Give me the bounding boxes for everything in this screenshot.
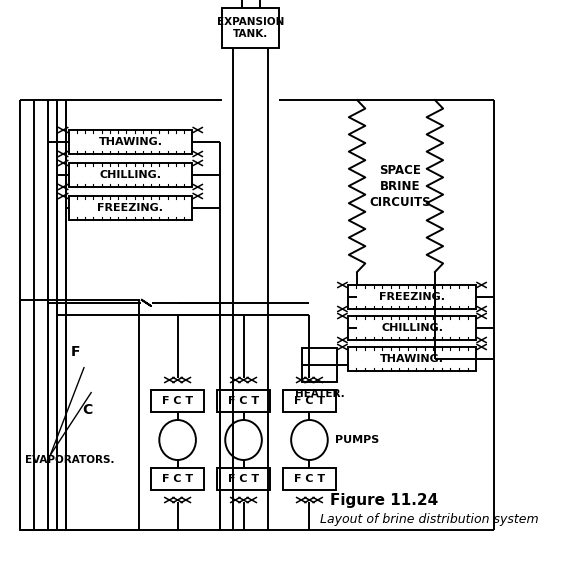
- Text: F C T: F C T: [162, 474, 193, 484]
- Bar: [283, 468, 336, 490]
- Text: F C T: F C T: [162, 396, 193, 406]
- Text: THAWING.: THAWING.: [380, 354, 444, 364]
- Text: FREEZING.: FREEZING.: [379, 292, 445, 302]
- Text: EVAPORATORS.: EVAPORATORS.: [25, 455, 114, 465]
- Circle shape: [63, 384, 111, 436]
- Bar: [348, 316, 476, 340]
- Text: C: C: [82, 403, 92, 417]
- Bar: [217, 390, 270, 412]
- Circle shape: [291, 420, 328, 460]
- Bar: [151, 390, 204, 412]
- Text: SPACE
BRINE
CIRCUITS: SPACE BRINE CIRCUITS: [370, 164, 431, 209]
- Bar: [348, 285, 476, 309]
- Text: FREEZING.: FREEZING.: [97, 203, 164, 213]
- Bar: [302, 348, 337, 382]
- Text: Layout of brine distribution system: Layout of brine distribution system: [320, 514, 539, 527]
- Bar: [68, 130, 192, 154]
- Circle shape: [159, 420, 196, 460]
- Text: Figure 11.24: Figure 11.24: [329, 492, 438, 507]
- Text: EXPANSION
TANK.: EXPANSION TANK.: [217, 17, 284, 39]
- Text: CHILLING.: CHILLING.: [100, 170, 161, 180]
- Bar: [68, 196, 192, 220]
- Text: F C T: F C T: [294, 474, 325, 484]
- Text: PUMPS: PUMPS: [335, 435, 380, 445]
- Bar: [222, 8, 279, 48]
- Text: HEATER.: HEATER.: [295, 389, 344, 399]
- Text: F: F: [70, 345, 80, 359]
- Text: THAWING.: THAWING.: [99, 137, 162, 147]
- Circle shape: [51, 326, 99, 378]
- Bar: [151, 468, 204, 490]
- Text: F C T: F C T: [228, 396, 259, 406]
- Bar: [20, 300, 139, 530]
- Bar: [283, 390, 336, 412]
- Circle shape: [225, 420, 262, 460]
- Text: CHILLING.: CHILLING.: [381, 323, 443, 333]
- Text: F C T: F C T: [228, 474, 259, 484]
- Bar: [348, 347, 476, 371]
- Bar: [68, 163, 192, 187]
- Text: F C T: F C T: [294, 396, 325, 406]
- Bar: [217, 468, 270, 490]
